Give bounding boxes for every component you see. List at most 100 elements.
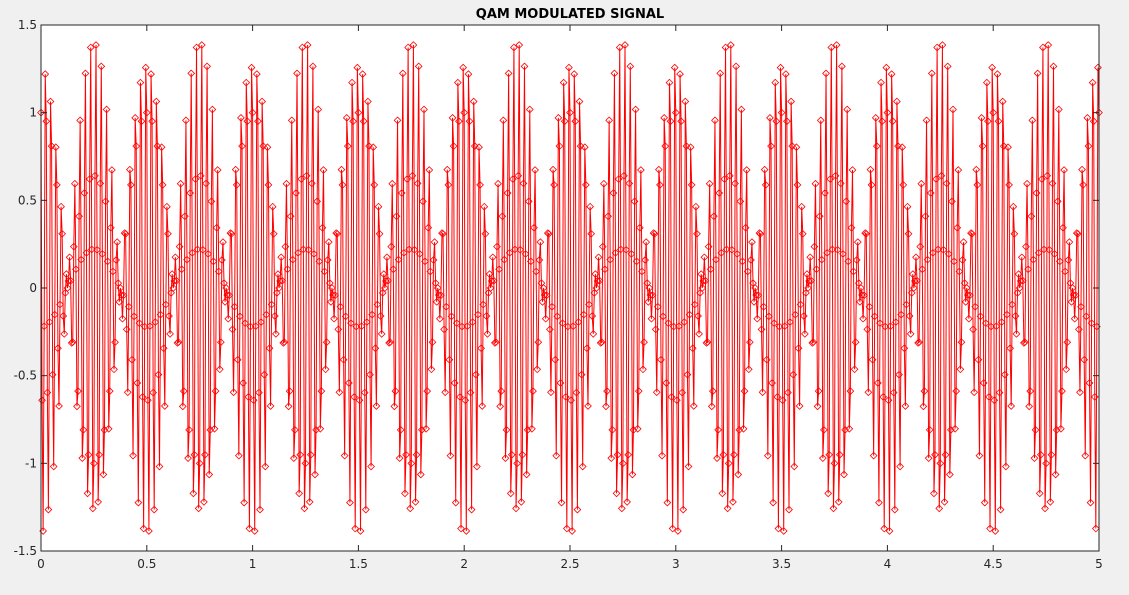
data-point (767, 142, 775, 150)
data-point (552, 451, 561, 460)
data-point (612, 489, 621, 498)
data-point (606, 255, 615, 264)
data-point (66, 276, 75, 285)
data-point (518, 450, 527, 459)
data-point (715, 189, 724, 197)
data-point (446, 451, 455, 460)
data-point (91, 171, 99, 180)
data-point (951, 424, 959, 433)
data-point (465, 117, 474, 126)
data-point (847, 223, 856, 232)
data-point (1073, 229, 1082, 238)
data-point (1059, 223, 1067, 232)
data-point (214, 267, 223, 276)
data-point (941, 450, 950, 459)
data-point (953, 223, 962, 232)
data-point (96, 179, 105, 188)
data-point (63, 284, 72, 292)
data-point (693, 229, 701, 238)
data-point (354, 108, 363, 117)
data-point (1063, 338, 1072, 347)
data-point (375, 229, 384, 238)
data-point (760, 165, 769, 174)
data-point (929, 248, 937, 257)
data-point (205, 470, 214, 479)
data-point (416, 470, 425, 479)
data-point (890, 505, 899, 514)
data-point (247, 63, 256, 72)
data-point (574, 318, 583, 326)
data-point (918, 265, 927, 274)
data-point (348, 78, 356, 87)
y-tick-label: -1 (25, 456, 37, 470)
data-point (84, 450, 93, 459)
data-point (461, 396, 470, 405)
data-point (732, 62, 740, 71)
data-point (200, 498, 208, 506)
data-point (903, 202, 912, 211)
data-point (904, 229, 913, 238)
data-point (942, 179, 951, 188)
data-point (591, 270, 600, 278)
data-point (420, 105, 428, 114)
data-point (1075, 325, 1083, 334)
data-point (1069, 291, 1078, 299)
data-point (133, 379, 142, 387)
data-point (1065, 238, 1074, 246)
data-point (132, 142, 141, 150)
data-point (572, 388, 581, 397)
data-point (506, 489, 515, 498)
data-point (548, 302, 556, 311)
data-point (844, 257, 853, 266)
data-point (975, 451, 984, 460)
data-point (797, 202, 806, 211)
data-point (1057, 424, 1065, 433)
data-point (254, 117, 262, 126)
data-point (1058, 387, 1066, 395)
data-point (578, 462, 587, 471)
data-point (195, 459, 204, 468)
data-point (763, 451, 772, 460)
data-point (720, 175, 729, 183)
data-point (224, 314, 233, 323)
data-point (383, 253, 391, 262)
data-point (899, 181, 908, 189)
data-point (995, 388, 1004, 397)
data-point (69, 242, 78, 251)
data-point (1008, 300, 1017, 309)
data-point (945, 470, 954, 479)
data-point (450, 379, 459, 387)
data-point (193, 245, 202, 254)
data-point (159, 344, 168, 353)
data-point (289, 454, 298, 463)
data-point (1015, 284, 1024, 292)
data-point (346, 498, 354, 507)
data-point (315, 257, 324, 266)
data-point (87, 245, 96, 254)
data-point (293, 69, 301, 78)
data-point (177, 265, 186, 274)
data-point (1085, 379, 1094, 387)
data-point (1053, 197, 1062, 206)
data-point (939, 245, 948, 254)
data-point (1046, 498, 1055, 506)
data-point (798, 229, 807, 238)
data-point (786, 318, 794, 326)
data-point (48, 370, 57, 379)
data-point (288, 255, 297, 264)
data-point (149, 388, 158, 397)
data-point (394, 255, 403, 264)
data-point (622, 245, 630, 254)
data-point (604, 212, 612, 221)
data-point (493, 242, 501, 251)
data-point (501, 454, 510, 463)
data-point (440, 325, 448, 334)
data-point (956, 365, 965, 374)
data-point (966, 291, 974, 300)
data-point (1022, 242, 1030, 251)
data-point (1070, 314, 1079, 323)
data-point (38, 396, 46, 405)
data-point (1031, 426, 1040, 434)
data-point (925, 426, 934, 434)
